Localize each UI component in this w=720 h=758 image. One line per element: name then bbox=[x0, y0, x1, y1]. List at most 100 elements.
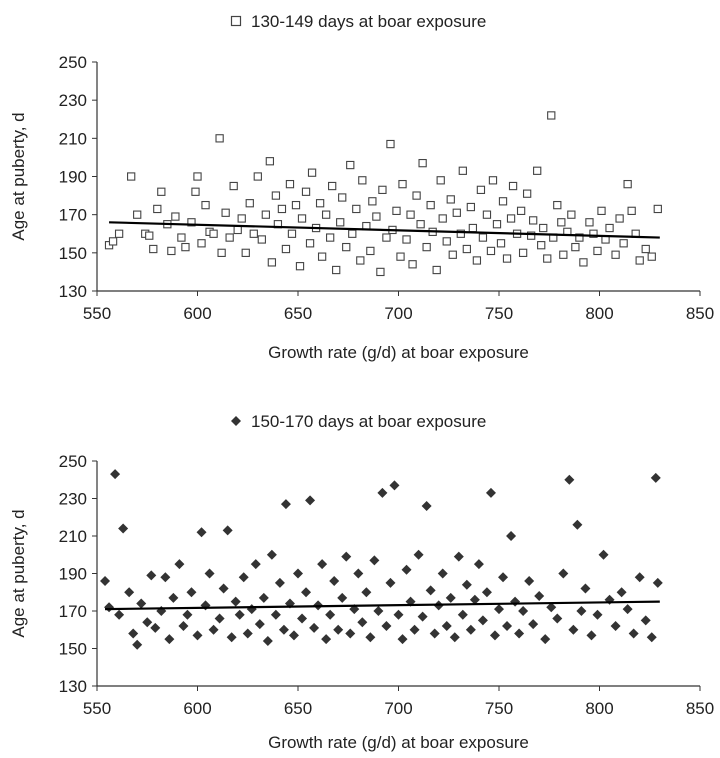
data-point bbox=[534, 591, 545, 601]
data-point bbox=[136, 598, 147, 609]
data-point bbox=[558, 568, 569, 579]
data-point bbox=[317, 559, 328, 570]
data-point bbox=[307, 168, 317, 177]
data-point bbox=[221, 208, 230, 217]
data-point bbox=[392, 206, 401, 215]
data-point bbox=[187, 218, 196, 227]
data-point bbox=[204, 568, 215, 579]
data-point bbox=[257, 235, 266, 244]
data-point bbox=[568, 624, 579, 635]
data-point bbox=[133, 210, 142, 219]
data-point bbox=[233, 225, 242, 235]
data-point bbox=[373, 606, 384, 616]
data-point bbox=[346, 160, 355, 170]
data-point bbox=[458, 166, 467, 175]
data-point bbox=[417, 611, 428, 622]
data-point bbox=[341, 551, 352, 562]
data-point bbox=[461, 579, 472, 590]
data-point bbox=[547, 111, 556, 120]
data-point bbox=[425, 585, 436, 596]
legend-marker-square bbox=[230, 15, 242, 27]
data-point bbox=[502, 621, 513, 631]
data-point bbox=[281, 244, 291, 254]
data-point bbox=[348, 229, 357, 238]
data-point bbox=[449, 632, 460, 643]
data-point bbox=[254, 619, 265, 630]
data-point bbox=[293, 568, 303, 579]
x-tick-label: 850 bbox=[686, 304, 714, 323]
data-point bbox=[494, 604, 504, 615]
data-point bbox=[352, 204, 361, 214]
data-point bbox=[309, 622, 320, 633]
y-tick-label: 130 bbox=[59, 282, 87, 301]
data-point bbox=[237, 214, 246, 223]
data-point bbox=[429, 628, 440, 639]
data-point bbox=[442, 237, 451, 246]
data-point bbox=[469, 594, 480, 605]
data-point bbox=[164, 634, 175, 645]
data-point bbox=[571, 242, 580, 252]
data-point bbox=[160, 572, 171, 583]
data-point bbox=[356, 256, 365, 265]
data-point bbox=[485, 487, 496, 498]
legend: 130-149 days at boar exposure bbox=[230, 12, 486, 31]
data-point bbox=[157, 187, 166, 196]
data-point bbox=[409, 624, 420, 635]
data-point bbox=[178, 621, 189, 631]
data-point bbox=[426, 200, 435, 210]
data-point bbox=[358, 176, 367, 185]
data-point bbox=[476, 185, 486, 195]
data-point bbox=[576, 606, 587, 616]
data-point bbox=[412, 191, 421, 200]
data-point bbox=[288, 630, 299, 641]
x-tick-label: 650 bbox=[284, 304, 312, 323]
data-point bbox=[446, 195, 455, 204]
data-point bbox=[104, 602, 115, 613]
x-tick-label: 600 bbox=[183, 304, 211, 323]
data-point bbox=[280, 499, 291, 510]
data-point bbox=[145, 231, 154, 240]
data-point bbox=[436, 176, 445, 185]
data-point bbox=[225, 233, 234, 242]
y-tick-label: 230 bbox=[59, 91, 87, 110]
data-point bbox=[615, 214, 624, 223]
data-point bbox=[557, 218, 566, 227]
data-point bbox=[593, 246, 602, 256]
data-point bbox=[196, 527, 207, 538]
data-point bbox=[452, 208, 461, 217]
data-point bbox=[516, 206, 526, 215]
data-point bbox=[579, 258, 588, 267]
data-point bbox=[265, 157, 275, 166]
data-point bbox=[635, 256, 644, 265]
data-point bbox=[191, 187, 200, 196]
data-point bbox=[114, 609, 125, 620]
data-point bbox=[142, 617, 153, 628]
data-point bbox=[209, 229, 218, 238]
data-point bbox=[177, 233, 186, 242]
data-point bbox=[321, 634, 332, 645]
data-point bbox=[114, 229, 124, 238]
data-point bbox=[146, 570, 157, 581]
data-point bbox=[498, 572, 509, 583]
data-point bbox=[357, 617, 368, 628]
data-point bbox=[382, 233, 391, 242]
legend: 150-170 days at boar exposure bbox=[231, 412, 486, 431]
data-point bbox=[182, 609, 193, 620]
data-point bbox=[627, 206, 636, 215]
series-points bbox=[100, 469, 663, 650]
data-point bbox=[149, 244, 158, 254]
data-point bbox=[472, 256, 482, 265]
data-point bbox=[628, 628, 639, 639]
data-point bbox=[325, 609, 336, 620]
data-point bbox=[321, 210, 331, 219]
data-point bbox=[401, 564, 412, 575]
x-tick-label: 650 bbox=[284, 699, 312, 718]
data-point bbox=[653, 204, 662, 214]
data-point bbox=[118, 523, 129, 534]
data-point bbox=[171, 212, 180, 221]
data-point bbox=[128, 628, 139, 639]
data-point bbox=[506, 531, 517, 541]
data-point bbox=[441, 621, 452, 631]
data-point bbox=[477, 615, 488, 626]
data-point bbox=[611, 250, 620, 259]
